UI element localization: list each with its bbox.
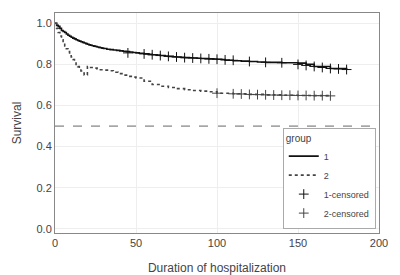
svg-text:Duration of hospitalization: Duration of hospitalization — [148, 261, 286, 275]
svg-text:1: 1 — [324, 152, 329, 162]
svg-text:1-censored: 1-censored — [324, 190, 369, 200]
svg-text:2-censored: 2-censored — [324, 209, 369, 219]
svg-text:0.2: 0.2 — [37, 182, 52, 194]
svg-text:200: 200 — [370, 237, 388, 249]
svg-text:Survival: Survival — [10, 102, 24, 145]
svg-text:0.8: 0.8 — [37, 58, 52, 70]
svg-text:100: 100 — [208, 237, 226, 249]
svg-text:0: 0 — [52, 237, 58, 249]
svg-text:0.4: 0.4 — [37, 140, 52, 152]
svg-text:2: 2 — [324, 171, 329, 181]
svg-text:50: 50 — [130, 237, 142, 249]
svg-text:0.0: 0.0 — [37, 223, 52, 235]
svg-text:group: group — [286, 133, 312, 144]
svg-text:150: 150 — [289, 237, 307, 249]
svg-text:1.0: 1.0 — [37, 17, 52, 29]
svg-text:0.6: 0.6 — [37, 99, 52, 111]
